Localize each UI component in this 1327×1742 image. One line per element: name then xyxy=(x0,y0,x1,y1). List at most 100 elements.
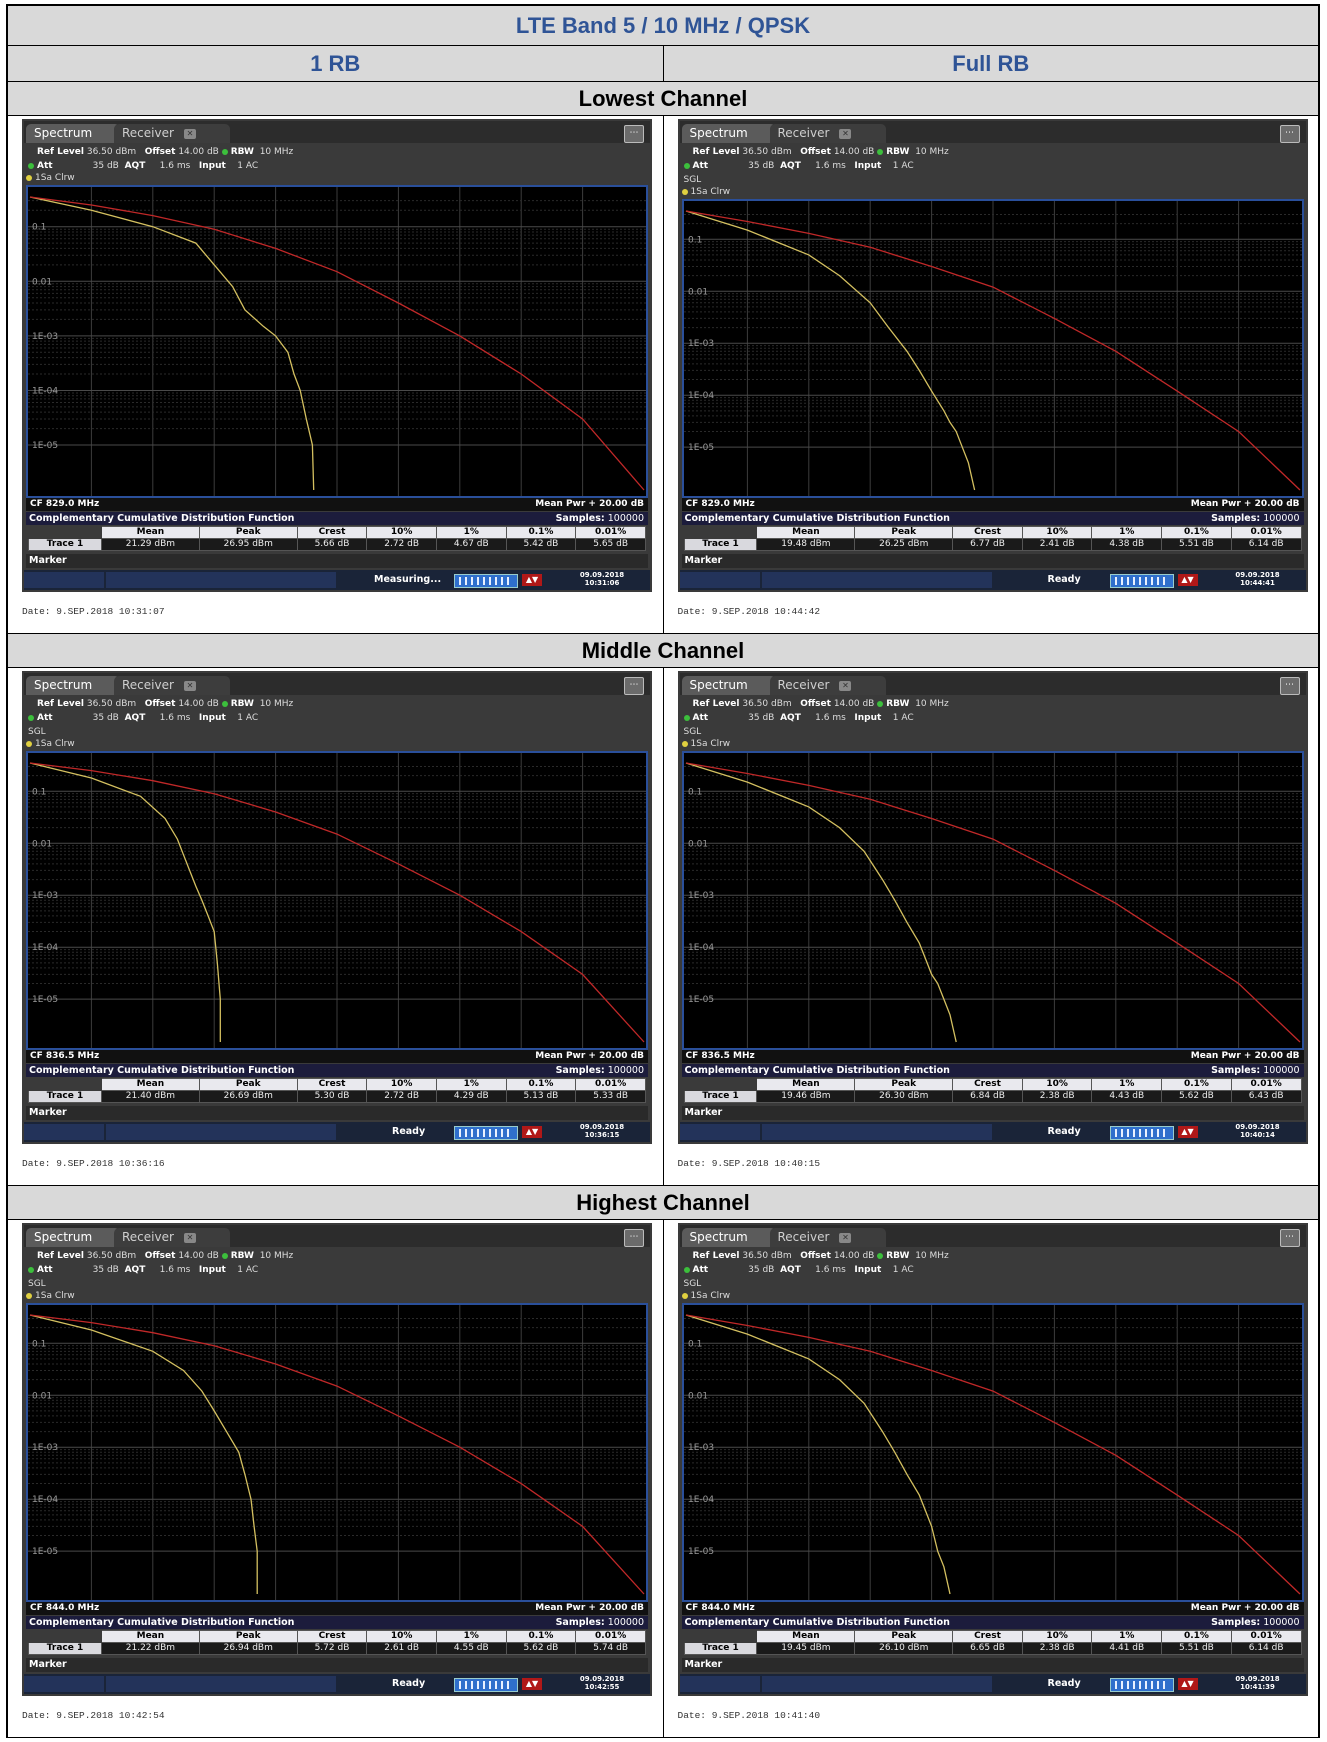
progress-segment xyxy=(1120,1681,1123,1689)
status-dot-icon xyxy=(877,700,884,707)
close-icon[interactable]: ✕ xyxy=(839,1232,852,1243)
gaussian-reference-line xyxy=(685,210,1300,491)
results-header-cell: 1% xyxy=(435,526,507,539)
section-label: Highest Channel xyxy=(576,1189,750,1215)
instrument-time: 10:41:39 xyxy=(1240,1683,1275,1691)
progress-indicator xyxy=(1109,1678,1174,1692)
tab-spectrum[interactable]: Spectrum xyxy=(681,1228,776,1247)
status-dot-icon xyxy=(221,148,228,155)
results-header-cell: Mean xyxy=(756,526,856,539)
tab-spectrum[interactable]: Spectrum xyxy=(681,676,776,695)
results-header-cell: 0.01% xyxy=(1230,1078,1302,1091)
ccdf-chart: 0.1 0.01 1E-03 1E-04 1E-05 xyxy=(683,753,1302,1048)
marker-label: Marker xyxy=(684,1107,723,1118)
offset-value: 14.00 dB xyxy=(178,1251,219,1261)
ref-level-value: 36.50 dBm xyxy=(86,147,137,157)
status-bar: Ready ▲▼ 09.09.2018 10:44:41 xyxy=(679,570,1306,590)
progress-segment xyxy=(471,1129,473,1137)
ccdf-results-table: Mean Peak Crest 10% 1% 0.1% 0.01% Trace 1 21.22… xyxy=(28,1630,646,1655)
results-value-cell: 6.14 dB xyxy=(1230,1642,1302,1655)
trace-name: Trace 1 xyxy=(683,538,758,551)
results-header-cell: Mean xyxy=(756,1078,856,1091)
marker-bar[interactable]: Marker xyxy=(26,1658,648,1672)
marker-bar[interactable]: Marker xyxy=(681,554,1304,568)
results-value-cell: 2.72 dB xyxy=(366,1090,437,1103)
status-bar: Ready ▲▼ 09.09.2018 10:42:55 xyxy=(24,1674,650,1694)
marker-bar[interactable]: Marker xyxy=(26,1106,648,1120)
marker-bar[interactable]: Marker xyxy=(681,1658,1304,1672)
close-icon[interactable]: ✕ xyxy=(839,128,852,139)
tab-receiver[interactable]: Receiver ✕ xyxy=(114,1228,230,1247)
center-frequency-bar: CF 829.0 MHz Mean Pwr + 20.00 dB xyxy=(26,498,648,511)
progress-segment xyxy=(483,1681,485,1689)
att-value: 35 dB xyxy=(748,161,775,171)
tab-receiver[interactable]: Receiver ✕ xyxy=(769,124,886,143)
y-tick-label: 1E-03 xyxy=(688,339,714,349)
y-tick-label: 1E-05 xyxy=(688,995,714,1005)
tab-receiver[interactable]: Receiver ✕ xyxy=(769,676,886,695)
ccdf-header: Complementary Cumulative Distribution Fu… xyxy=(26,1616,648,1629)
status-mid-segment xyxy=(106,1124,336,1140)
capture-date-text: Date: 9.SEP.2018 10:31:07 xyxy=(22,606,165,617)
rbw-value: 10 MHz xyxy=(915,1251,949,1261)
progress-segment xyxy=(495,577,497,585)
progress-segment xyxy=(477,1129,479,1137)
progress-segment xyxy=(1138,1681,1141,1689)
tab-bar: Spectrum Receiver ✕ ⋯ xyxy=(24,673,650,695)
tab-spectrum[interactable]: Spectrum xyxy=(681,124,776,143)
capture-date-text: Date: 9.SEP.2018 10:40:15 xyxy=(677,1158,821,1169)
progress-segment xyxy=(501,1129,503,1137)
close-icon[interactable]: ✕ xyxy=(183,680,196,691)
close-icon[interactable]: ✕ xyxy=(183,128,196,139)
tab-receiver[interactable]: Receiver ✕ xyxy=(114,676,230,695)
menu-icon[interactable]: ⋯ xyxy=(624,677,644,695)
title-text: LTE Band 5 / 10 MHz / QPSK xyxy=(515,12,811,38)
trace-label: 1Sa Clrw xyxy=(681,187,730,197)
tab-spectrum[interactable]: Spectrum xyxy=(26,676,120,695)
results-value-cell: 6.65 dB xyxy=(952,1642,1023,1655)
results-header-cell: 0.1% xyxy=(505,1078,577,1091)
trace-name: Trace 1 xyxy=(28,1642,102,1655)
results-value-cell: 2.72 dB xyxy=(366,538,437,551)
status-mid-segment xyxy=(106,1676,336,1692)
results-corner xyxy=(683,1630,758,1643)
marker-bar[interactable]: Marker xyxy=(681,1106,1304,1120)
capture-date-text: Date: 9.SEP.2018 10:41:40 xyxy=(677,1710,821,1721)
y-tick-label: 1E-04 xyxy=(32,1495,58,1505)
menu-icon[interactable]: ⋯ xyxy=(1279,677,1300,695)
marker-bar[interactable]: Marker xyxy=(26,554,648,568)
tab-bar: Spectrum Receiver ✕ ⋯ xyxy=(679,121,1306,143)
status-text: Ready xyxy=(392,1126,426,1137)
progress-segment xyxy=(1150,577,1153,585)
instrument-date: 09.09.2018 xyxy=(1235,571,1280,579)
tab-receiver[interactable]: Receiver ✕ xyxy=(769,1228,886,1247)
status-text: Ready xyxy=(1047,1126,1081,1137)
tab-spectrum[interactable]: Spectrum xyxy=(26,124,120,143)
results-value-cell: 26.69 dBm xyxy=(198,1090,298,1103)
menu-icon[interactable]: ⋯ xyxy=(1279,1229,1300,1247)
status-mid-segment xyxy=(106,572,336,588)
ccdf-title: Complementary Cumulative Distribution Fu… xyxy=(684,1617,950,1628)
trace-dot-icon xyxy=(26,740,32,747)
results-header-row: Mean Peak Crest 10% 1% 0.1% 0.01% xyxy=(28,1630,646,1643)
progress-segment xyxy=(1126,577,1129,585)
trace-1-line xyxy=(29,1314,258,1594)
y-tick-label: 1E-05 xyxy=(32,441,58,451)
offset-value: 14.00 dB xyxy=(833,1251,875,1261)
tab-receiver[interactable]: Receiver ✕ xyxy=(114,124,230,143)
tab-spectrum[interactable]: Spectrum xyxy=(26,1228,120,1247)
input-value: 1 AC xyxy=(892,1265,914,1275)
progress-segment xyxy=(465,1681,467,1689)
att-value: 35 dB xyxy=(92,161,119,171)
status-bar: Ready ▲▼ 09.09.2018 10:36:15 xyxy=(24,1122,650,1142)
menu-icon[interactable]: ⋯ xyxy=(624,1229,644,1247)
offset-value: 14.00 dB xyxy=(833,147,875,157)
menu-icon[interactable]: ⋯ xyxy=(624,125,644,143)
menu-icon[interactable]: ⋯ xyxy=(1279,125,1300,143)
instrument-datetime: 09.09.2018 10:31:06 xyxy=(572,571,632,587)
y-tick-label: 0.01 xyxy=(688,839,708,849)
progress-segment xyxy=(465,577,467,585)
close-icon[interactable]: ✕ xyxy=(183,1232,196,1243)
close-icon[interactable]: ✕ xyxy=(839,680,852,691)
mean-power: Mean Pwr + 20.00 dB xyxy=(1190,1051,1300,1061)
